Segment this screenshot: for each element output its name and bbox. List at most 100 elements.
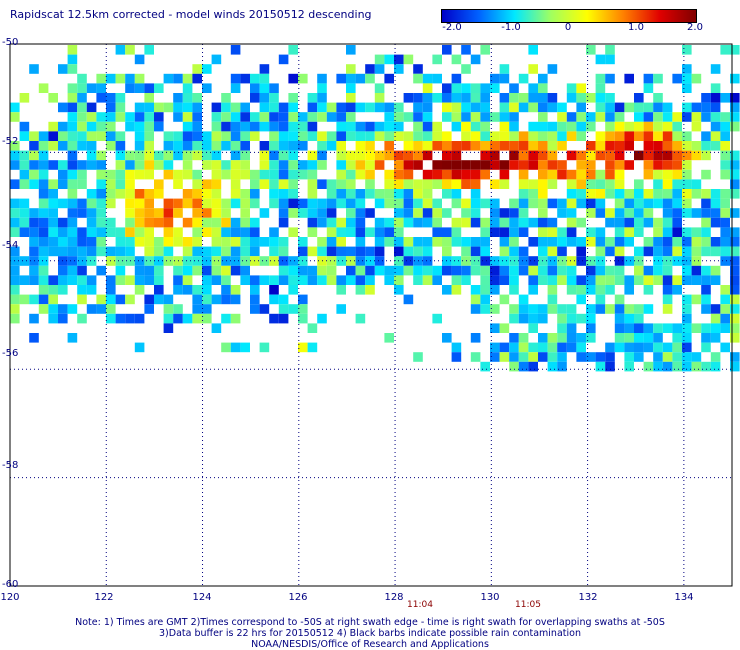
- wind-cell: [144, 112, 154, 122]
- wind-cell: [672, 237, 682, 247]
- wind-cell: [106, 112, 116, 122]
- wind-cell: [77, 102, 87, 113]
- wind-cell: [192, 131, 202, 141]
- wind-cell: [346, 246, 356, 257]
- wind-cell: [682, 304, 692, 314]
- wind-cell: [413, 93, 423, 103]
- wind-cell: [480, 102, 490, 113]
- wind-cell: [58, 304, 68, 314]
- wind-cell: [576, 160, 586, 170]
- wind-cell: [643, 208, 654, 218]
- lat-label: -54: [2, 240, 19, 251]
- wind-cell: [461, 141, 471, 151]
- wind-cell: [624, 141, 634, 151]
- wind-cell: [96, 179, 106, 189]
- wind-cell: [701, 265, 711, 276]
- wind-cell: [269, 189, 279, 199]
- wind-cell: [202, 294, 212, 305]
- wind-cell: [672, 189, 682, 199]
- wind-cell: [240, 150, 250, 161]
- wind-cell: [48, 246, 58, 257]
- wind-cell: [115, 160, 126, 170]
- wind-cell: [307, 227, 318, 237]
- wind-cell: [86, 275, 97, 285]
- wind-cell: [710, 112, 721, 122]
- wind-cell: [557, 112, 567, 122]
- wind-cell: [653, 275, 663, 285]
- wind-cell: [106, 217, 116, 228]
- wind-cell: [374, 102, 385, 113]
- wind-cell: [269, 141, 279, 151]
- wind-cell: [634, 333, 644, 343]
- wind-cell: [413, 150, 423, 161]
- wind-cell: [86, 285, 97, 295]
- wind-cell: [509, 285, 519, 295]
- wind-cell: [182, 237, 193, 247]
- wind-cell: [336, 198, 346, 209]
- wind-cell: [470, 169, 481, 180]
- wind-cell: [115, 179, 126, 189]
- wind-cell: [192, 198, 202, 209]
- wind-cell: [221, 102, 231, 113]
- wind-cell: [346, 227, 356, 237]
- wind-cell: [250, 73, 260, 84]
- wind-cell: [538, 83, 548, 93]
- wind-cell: [586, 323, 596, 333]
- wind-cell: [413, 102, 423, 113]
- wind-cell: [576, 294, 586, 305]
- wind-cell: [326, 141, 337, 151]
- wind-cell: [67, 246, 78, 257]
- wind-cell: [288, 227, 298, 237]
- wind-cell: [653, 179, 663, 189]
- wind-cell: [144, 150, 154, 161]
- wind-cell: [259, 141, 270, 151]
- wind-cell: [499, 141, 510, 151]
- wind-cell: [499, 208, 510, 218]
- wind-cell: [653, 169, 663, 180]
- wind-cell: [278, 102, 289, 113]
- wind-cell: [509, 198, 519, 209]
- wind-cell: [499, 275, 510, 285]
- wind-cell: [442, 160, 452, 170]
- wind-cell: [365, 160, 375, 170]
- wind-cell: [182, 150, 193, 161]
- wind-cell: [682, 352, 692, 362]
- wind-cell: [134, 256, 145, 266]
- wind-cell: [48, 227, 58, 237]
- wind-cell: [672, 121, 682, 132]
- wind-cell: [202, 217, 212, 228]
- wind-cell: [202, 141, 212, 151]
- wind-cell: [10, 246, 20, 257]
- wind-cell: [547, 179, 558, 189]
- wind-cell: [29, 131, 39, 141]
- wind-cell: [144, 256, 154, 266]
- wind-cell: [509, 227, 519, 237]
- wind-cell: [451, 112, 462, 122]
- wind-cell: [173, 237, 183, 247]
- wind-cell: [259, 342, 270, 353]
- wind-cell: [259, 275, 270, 285]
- wind-cell: [134, 285, 145, 295]
- wind-cell: [413, 217, 423, 228]
- wind-cell: [470, 93, 481, 103]
- wind-cell: [528, 141, 538, 151]
- wind-cell: [710, 275, 721, 285]
- wind-cell: [662, 304, 673, 314]
- wind-cell: [394, 285, 404, 295]
- wind-cell: [19, 121, 30, 132]
- wind-cell: [643, 304, 654, 314]
- wind-cell: [163, 73, 174, 84]
- wind-cell: [134, 198, 145, 209]
- wind-cell: [518, 169, 529, 180]
- wind-cell: [326, 275, 337, 285]
- wind-cell: [518, 198, 529, 209]
- wind-cell: [173, 150, 183, 161]
- wind-cell: [115, 237, 126, 247]
- wind-cell: [682, 342, 692, 353]
- wind-cell: [701, 275, 711, 285]
- wind-cell: [10, 285, 20, 295]
- lon-label: 120: [0, 592, 20, 603]
- wind-cell: [557, 313, 567, 324]
- wind-cell: [269, 227, 279, 237]
- wind-cell: [221, 227, 231, 237]
